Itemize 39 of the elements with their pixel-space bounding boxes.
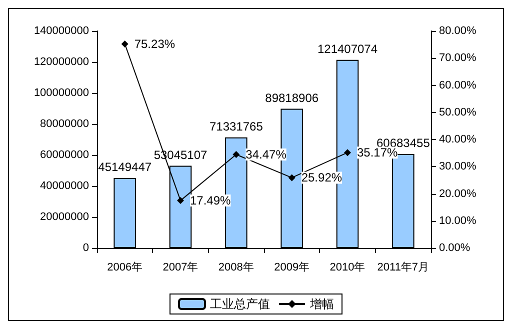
y-tick-label: 40000000 bbox=[40, 180, 89, 192]
y2-tick-label: 40.00% bbox=[439, 134, 477, 146]
data-label: 35.17% bbox=[357, 146, 398, 160]
x-tick-label: 2008年 bbox=[218, 262, 254, 274]
y-tick-label: 120000000 bbox=[34, 56, 89, 68]
legend-label: 增幅 bbox=[309, 297, 334, 311]
data-label: 34.47% bbox=[246, 148, 287, 162]
y2-tick-label: 70.00% bbox=[439, 52, 477, 64]
data-label: 17.49% bbox=[190, 194, 232, 208]
y2-tick-label: 30.00% bbox=[439, 160, 477, 173]
data-label: 89818906 bbox=[265, 90, 319, 105]
point bbox=[288, 174, 296, 182]
legend-label: 工业总产值 bbox=[210, 297, 270, 311]
y2-tick-label: 50.00% bbox=[439, 106, 477, 118]
y-tick-label: 20000000 bbox=[40, 211, 89, 223]
x-tick-label: 2007年 bbox=[162, 262, 198, 274]
y2-tick-label: 10.00% bbox=[439, 214, 477, 227]
x-tick-label: 2010年 bbox=[330, 262, 366, 274]
point bbox=[121, 40, 128, 48]
y-tick-label: 140000000 bbox=[34, 25, 89, 37]
y2-tick-label: 20.00% bbox=[439, 188, 477, 200]
data-label: 25.92% bbox=[301, 170, 342, 185]
data-label: 121407074 bbox=[317, 42, 378, 56]
data-label: 71331765 bbox=[209, 119, 264, 134]
point bbox=[344, 149, 351, 156]
y-tick-label: 80000000 bbox=[40, 118, 89, 130]
y-tick-label: 60000000 bbox=[40, 149, 89, 161]
x-tick-label: 2006年 bbox=[107, 262, 143, 274]
point bbox=[177, 197, 184, 204]
data-label: 45149447 bbox=[98, 160, 152, 174]
y2-tick-label: 60.00% bbox=[439, 79, 477, 92]
data-label: 75.23% bbox=[134, 36, 176, 51]
y-tick-label: 100000000 bbox=[34, 87, 89, 99]
x-tick-label: 2011年7月 bbox=[377, 262, 430, 274]
y-tick-label: 0 bbox=[82, 242, 89, 254]
point bbox=[232, 151, 240, 158]
y2-tick-label: 0.00% bbox=[439, 242, 470, 254]
x-tick-label: 2009年 bbox=[274, 262, 310, 274]
y2-tick-label: 80.00% bbox=[439, 25, 477, 37]
